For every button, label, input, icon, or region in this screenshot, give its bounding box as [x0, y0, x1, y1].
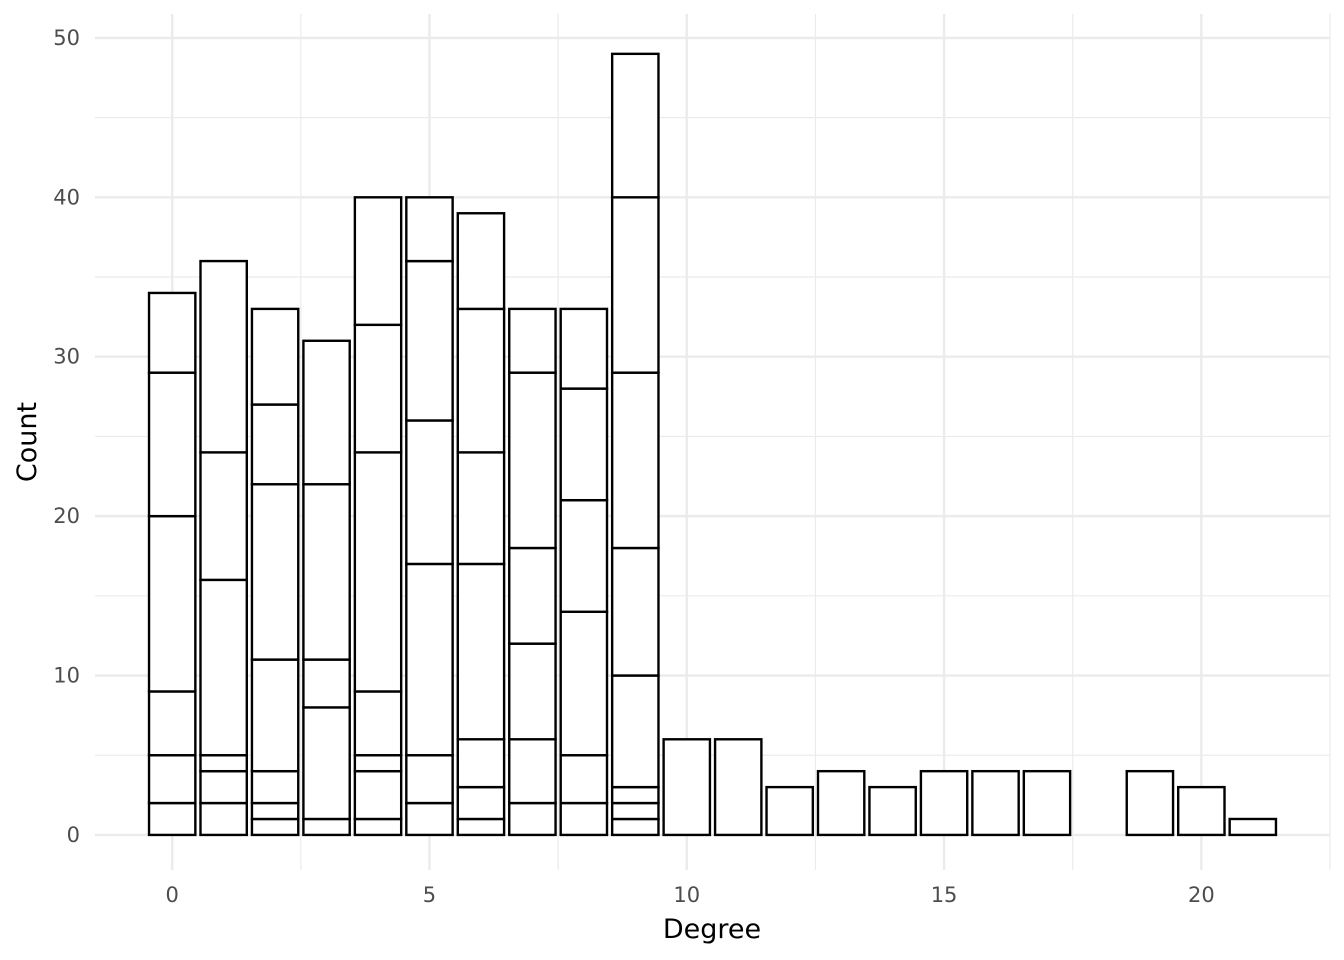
bar-segment [559, 498, 609, 613]
bar-segment [919, 769, 969, 837]
bar-segment [302, 706, 351, 821]
y-tick-label: 40 [53, 185, 80, 209]
bar-segment [559, 387, 609, 502]
bar-segment [147, 514, 197, 693]
bar-segment [353, 769, 403, 821]
bar-segment [456, 738, 506, 789]
bar-segment [302, 339, 351, 486]
bar-segment [456, 451, 506, 566]
bar-segment [250, 307, 300, 406]
bar-segment [147, 291, 197, 374]
bar-segment [302, 658, 351, 709]
bar-segment [456, 817, 506, 837]
bar-segment [302, 817, 351, 837]
x-tick-label: 20 [1188, 883, 1215, 907]
bar-segment [1228, 817, 1278, 837]
bar-segment [405, 754, 454, 805]
y-tick-label: 20 [53, 504, 80, 528]
bar-segment [147, 371, 197, 518]
bar-segment [508, 307, 557, 374]
bar-segment [250, 801, 300, 821]
bar-segment [405, 801, 454, 837]
bar-segment [868, 785, 917, 837]
bar-segment [250, 658, 300, 773]
x-tick-label: 10 [673, 883, 700, 907]
y-axis-title: Count [12, 402, 43, 482]
bar-segment [353, 817, 403, 837]
x-axis-title: Degree [663, 914, 761, 945]
bar-segment [610, 52, 660, 199]
bar-segment [405, 419, 454, 566]
bar-segment [1176, 785, 1226, 837]
bar-segment [250, 817, 300, 837]
bar-segment [456, 562, 506, 741]
tick-labels: 0 10 20 30 40 50 0 5 10 15 20 [53, 26, 1214, 907]
bar-segment [508, 801, 557, 837]
bar-segment [662, 738, 712, 837]
y-tick-label: 0 [67, 823, 80, 847]
x-tick-label: 0 [166, 883, 179, 907]
bar-segment [1125, 769, 1175, 837]
bar-segment [405, 562, 454, 757]
bar-segment [456, 212, 506, 311]
bar-segment [405, 259, 454, 422]
y-tick-label: 10 [53, 664, 80, 688]
bar-segment [250, 769, 300, 805]
bar-segment [508, 738, 557, 805]
bar-segment [508, 371, 557, 550]
bar-segment [765, 785, 815, 837]
bar-segment [405, 196, 454, 263]
bar-segment [508, 546, 557, 645]
bar-segment [147, 801, 197, 837]
bar-segment [199, 801, 249, 837]
bar-segment [559, 307, 609, 390]
bar-segment [559, 610, 609, 757]
bar-segment [147, 690, 197, 757]
bar-segment [610, 546, 660, 677]
bar-segment [353, 196, 403, 327]
x-tick-label: 15 [931, 883, 958, 907]
bar-segment [353, 451, 403, 693]
bar-segment [816, 769, 866, 837]
bar-segment [199, 769, 249, 805]
bar-segment [610, 196, 660, 374]
bar-segment [250, 483, 300, 661]
bar-segment [199, 578, 249, 757]
bar-segment [353, 323, 403, 454]
bar-segment [610, 817, 660, 837]
bar-segment [559, 754, 609, 805]
bar-segment [610, 674, 660, 789]
bar-segment [456, 307, 506, 454]
bars [147, 52, 1278, 837]
bar-segment [1022, 769, 1072, 837]
bar-segment [610, 371, 660, 550]
bar-segment [456, 785, 506, 821]
bar-segment [199, 754, 249, 773]
bar-segment [250, 403, 300, 486]
bar-segment [508, 642, 557, 741]
bar-segment [559, 801, 609, 837]
bar-segment [353, 754, 403, 773]
bar-segment [610, 801, 660, 821]
bar-segment [971, 769, 1020, 837]
bar-segment [199, 259, 249, 454]
bar-segment [147, 754, 197, 805]
bar-segment [302, 483, 351, 661]
bar-segment [610, 785, 660, 805]
y-tick-label: 30 [53, 345, 80, 369]
x-tick-label: 5 [423, 883, 436, 907]
bar-segment [199, 451, 249, 582]
bar-segment [713, 738, 763, 837]
bar-segment [353, 690, 403, 757]
y-tick-label: 50 [53, 26, 80, 50]
